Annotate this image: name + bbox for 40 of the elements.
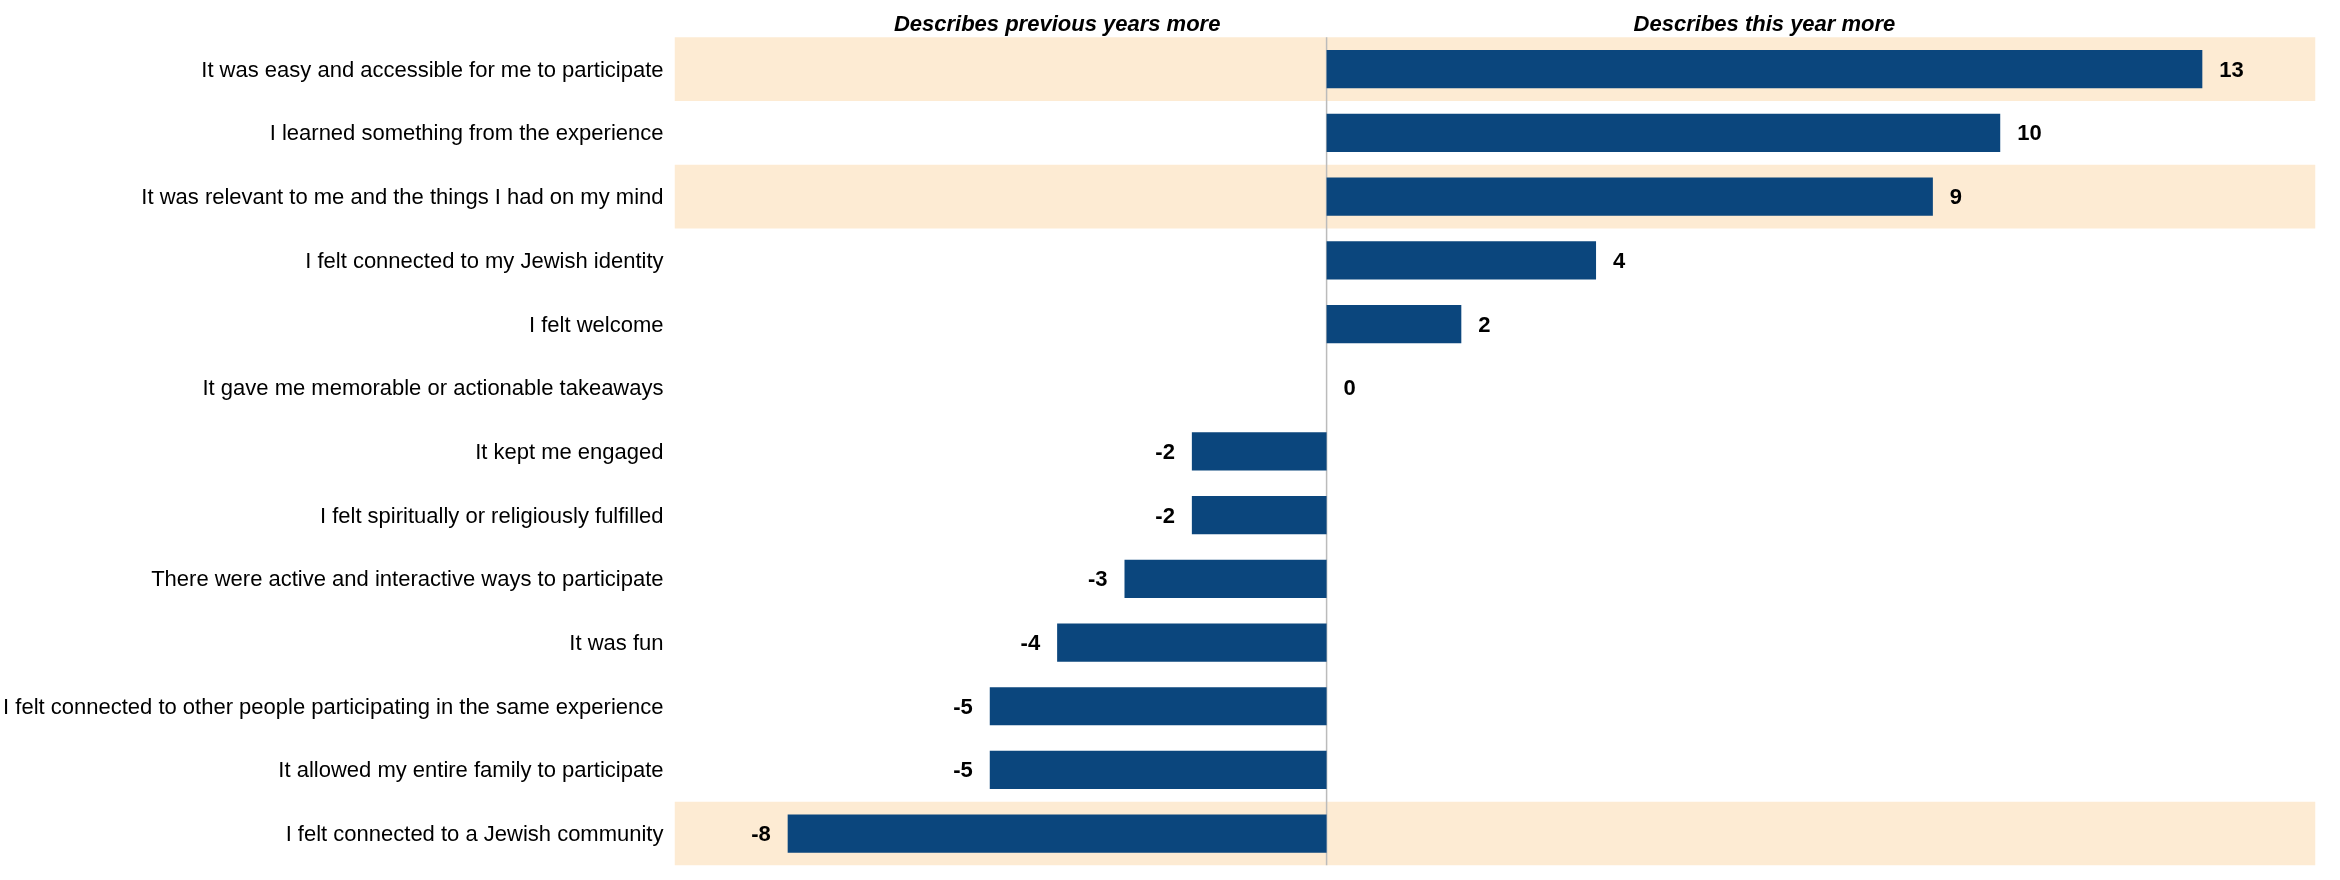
data-label: 0	[1343, 375, 1356, 401]
y-tick-label: It was easy and accessible for me to participate	[201, 56, 664, 82]
bar	[989, 687, 1327, 726]
data-label: -2	[1155, 438, 1175, 464]
bar	[1326, 304, 1462, 344]
data-label: -2	[1155, 502, 1175, 528]
bar	[1191, 432, 1327, 471]
data-label: 2	[1478, 311, 1491, 337]
y-tick-label: I felt connected to a Jewish community	[285, 821, 664, 847]
text: Describes this year more	[1633, 10, 1896, 36]
bar	[1191, 496, 1327, 535]
bar	[989, 750, 1327, 790]
bar	[787, 814, 1327, 853]
bar	[1326, 177, 1933, 216]
text: Describes previous years more	[893, 10, 1221, 36]
data-label: -8	[751, 821, 771, 847]
data-label: -5	[953, 693, 973, 719]
y-tick-label: I felt spiritually or religiously fulfilled	[319, 502, 664, 528]
data-label: -4	[1020, 630, 1041, 656]
y-tick-label: It was fun	[569, 630, 664, 656]
data-label: 13	[2219, 56, 2244, 82]
data-label: -3	[1087, 566, 1108, 592]
y-tick-label: It allowed my entire family to participate	[278, 757, 664, 783]
bar	[1326, 113, 2001, 153]
data-label: 9	[1949, 184, 1963, 210]
data-label: 4	[1613, 247, 1627, 273]
y-tick-label: I felt connected to other people participating in the same experience	[3, 693, 664, 719]
y-tick-label: It kept me engaged	[475, 438, 664, 464]
bar	[1057, 623, 1327, 662]
bar	[1124, 559, 1327, 598]
y-tick-label: There were active and interactive ways to participate	[151, 566, 664, 592]
bar	[1326, 241, 1597, 280]
y-tick-label: It was relevant to me and the things I had on my mind	[141, 184, 664, 210]
y-tick-label: I felt connected to my Jewish identity	[305, 247, 664, 273]
data-label: -5	[953, 757, 973, 783]
y-tick-label: It gave me memorable or actionable takeaways	[202, 375, 664, 401]
y-tick-label: I felt welcome	[529, 311, 664, 337]
y-tick-label: I learned something from the experience	[269, 120, 664, 146]
data-label: 10	[2017, 120, 2042, 146]
bar	[1326, 50, 2203, 89]
